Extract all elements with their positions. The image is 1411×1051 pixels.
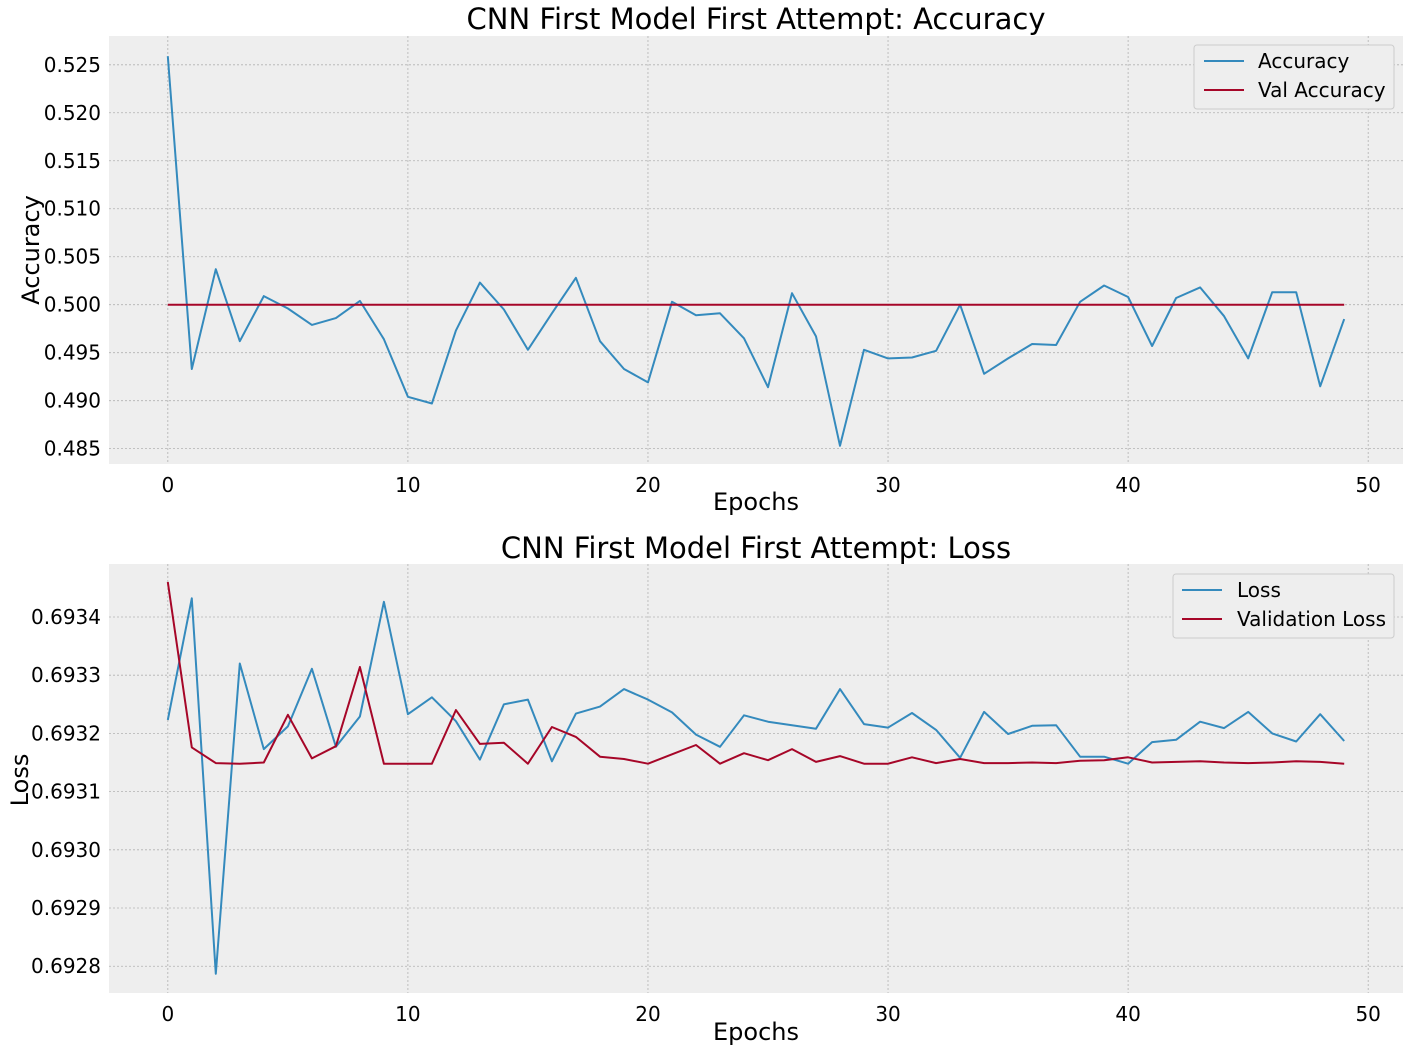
loss-x-tick-label: 20 bbox=[635, 1002, 660, 1026]
loss-chart: 0 10 20 30 40 50 0.69280.69290.69300.69310.69… bbox=[6, 531, 1403, 1046]
accuracy-series-lines bbox=[166, 56, 1346, 447]
loss-y-tick-label: 0.6932 bbox=[31, 721, 101, 745]
accuracy-x-ticks: 0 10 20 30 40 50 bbox=[161, 473, 1380, 497]
loss-x-tick-label: 0 bbox=[161, 1002, 174, 1026]
loss-x-ticks: 0 10 20 30 40 50 bbox=[161, 1002, 1380, 1026]
loss-y-axis-label: Loss bbox=[6, 754, 34, 807]
loss-y-tick-label: 0.6928 bbox=[31, 954, 101, 978]
accuracy-legend-label-val-accuracy: Val Accuracy bbox=[1258, 78, 1386, 102]
loss-x-tick-label: 50 bbox=[1355, 1002, 1380, 1026]
loss-x-tick-label: 30 bbox=[875, 1002, 900, 1026]
accuracy-x-tick-label: 0 bbox=[161, 473, 174, 497]
accuracy-x-tick-label: 40 bbox=[1115, 473, 1140, 497]
loss-y-tick-label: 0.6933 bbox=[31, 663, 101, 687]
accuracy-y-tick-label: 0.525 bbox=[44, 53, 101, 77]
loss-y-tick-label: 0.6930 bbox=[31, 838, 101, 862]
loss-legend-label-validation-loss: Validation Loss bbox=[1237, 607, 1386, 631]
accuracy-x-tick-label: 20 bbox=[635, 473, 660, 497]
accuracy-y-tick-label: 0.490 bbox=[44, 389, 101, 413]
loss-x-tick-label: 40 bbox=[1115, 1002, 1140, 1026]
accuracy-grid bbox=[109, 36, 1403, 464]
accuracy-y-tick-label: 0.520 bbox=[44, 101, 101, 125]
loss-x-axis-label: Epochs bbox=[713, 1018, 799, 1046]
accuracy-y-tick-label: 0.515 bbox=[44, 149, 101, 173]
accuracy-legend: Accuracy Val Accuracy bbox=[1193, 44, 1395, 110]
accuracy-y-tick-label: 0.495 bbox=[44, 341, 101, 365]
loss-y-tick-label: 0.6931 bbox=[31, 780, 101, 804]
accuracy-y-ticks: 0.485 0.490 0.495 0.500 0.505 0.510 0.515 0.520… bbox=[44, 53, 101, 461]
loss-y-ticks: 0.6928 0.6929 0.6930 0.6931 0.6932 0.6933 0.69… bbox=[31, 605, 101, 978]
accuracy-x-tick-label: 50 bbox=[1355, 473, 1380, 497]
accuracy-y-axis-label: Accuracy bbox=[17, 195, 45, 305]
accuracy-y-tick-label: 0.500 bbox=[44, 293, 101, 317]
accuracy-x-tick-label: 30 bbox=[875, 473, 900, 497]
accuracy-plot-area bbox=[109, 36, 1403, 464]
accuracy-y-tick-label: 0.485 bbox=[44, 437, 101, 461]
loss-series-lines bbox=[166, 581, 1345, 975]
accuracy-legend-label-accuracy: Accuracy bbox=[1258, 49, 1349, 73]
loss-chart-title: CNN First Model First Attempt: Loss bbox=[501, 531, 1011, 565]
loss-grid bbox=[109, 564, 1403, 993]
accuracy-x-axis-label: Epochs bbox=[713, 488, 799, 516]
accuracy-y-tick-label: 0.510 bbox=[44, 197, 101, 221]
accuracy-chart-title: CNN First Model First Attempt: Accuracy bbox=[467, 2, 1046, 36]
accuracy-y-tick-label: 0.505 bbox=[44, 245, 101, 269]
accuracy-chart: 0 10 20 30 40 50 0.485 0.490 0.495 0.500 0.505 0.5… bbox=[17, 2, 1403, 516]
accuracy-x-tick-label: 10 bbox=[395, 473, 420, 497]
loss-legend: Loss Validation Loss bbox=[1172, 573, 1395, 639]
loss-x-tick-label: 10 bbox=[395, 1002, 420, 1026]
loss-y-tick-label: 0.6934 bbox=[31, 605, 101, 629]
accuracy-series-line-accuracy bbox=[166, 56, 1346, 447]
loss-series-line-loss bbox=[166, 597, 1345, 975]
loss-series-line-validation-loss bbox=[166, 581, 1345, 765]
loss-legend-label-loss: Loss bbox=[1237, 578, 1281, 602]
loss-y-tick-label: 0.6929 bbox=[31, 896, 101, 920]
loss-legend-box bbox=[1172, 573, 1395, 639]
